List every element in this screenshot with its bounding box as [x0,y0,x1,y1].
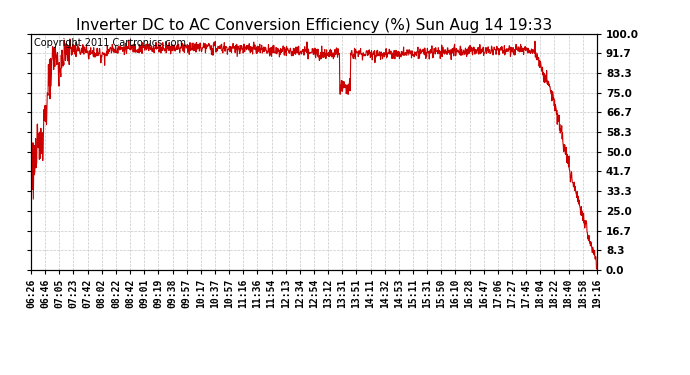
Title: Inverter DC to AC Conversion Efficiency (%) Sun Aug 14 19:33: Inverter DC to AC Conversion Efficiency … [76,18,552,33]
Text: Copyright 2011 Cartronics.com: Copyright 2011 Cartronics.com [34,39,186,48]
